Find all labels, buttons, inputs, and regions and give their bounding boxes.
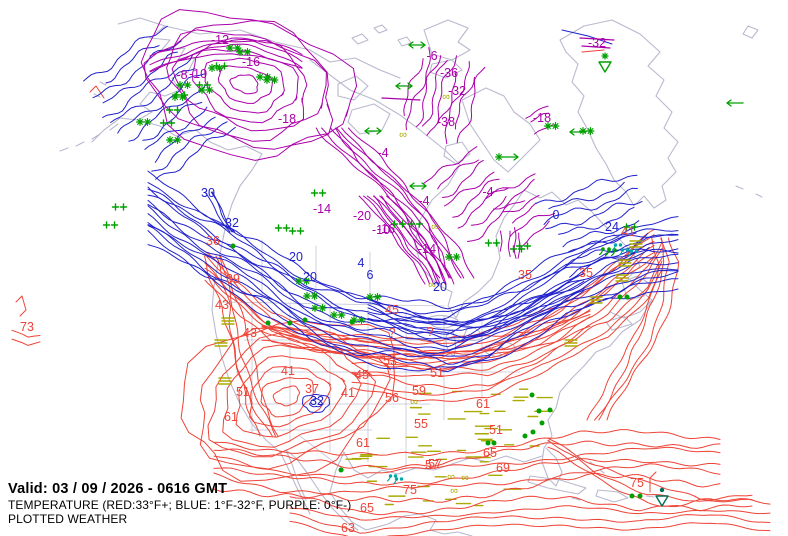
svg-text:∞: ∞ — [447, 471, 455, 483]
svg-text:43: 43 — [243, 326, 257, 340]
svg-text:-32: -32 — [448, 84, 466, 98]
svg-text:41: 41 — [621, 225, 635, 239]
svg-text:-18: -18 — [533, 111, 551, 125]
svg-text:75: 75 — [630, 476, 644, 490]
svg-text:61: 61 — [476, 397, 490, 411]
svg-text:35: 35 — [579, 266, 593, 280]
svg-text:51: 51 — [430, 366, 444, 380]
svg-text:-10: -10 — [189, 67, 207, 81]
svg-text:∞: ∞ — [442, 91, 450, 103]
svg-text:-32: -32 — [588, 36, 606, 50]
svg-text:-6: -6 — [426, 49, 437, 63]
svg-text:4: 4 — [358, 256, 365, 270]
svg-text:-38: -38 — [437, 115, 455, 129]
svg-text:20: 20 — [303, 270, 317, 284]
svg-text:45: 45 — [385, 303, 399, 317]
svg-text:43: 43 — [215, 298, 229, 312]
svg-text:53: 53 — [383, 354, 397, 368]
svg-text:?: ? — [388, 325, 395, 340]
svg-text:61: 61 — [224, 410, 238, 424]
svg-text:-14: -14 — [313, 202, 331, 216]
plotted-weather-label: PLOTTED WEATHER — [8, 512, 128, 526]
svg-text:20: 20 — [433, 280, 447, 294]
temperature-legend: TEMPERATURE (RED:33°F+; BLUE: 1°F-32°F, … — [8, 498, 352, 512]
svg-text:-20: -20 — [353, 209, 371, 223]
svg-text:32: 32 — [225, 216, 239, 230]
svg-text:41: 41 — [281, 364, 295, 378]
svg-text:69: 69 — [496, 461, 510, 475]
svg-text:35: 35 — [518, 268, 532, 282]
svg-text:51: 51 — [236, 385, 250, 399]
station-symbols-layer: ∞∞∞∞∞∞ ∞∞?? — [102, 41, 744, 507]
map-footer: Valid: 03 / 09 / 2026 - 0616 GMT TEMPERA… — [8, 481, 351, 526]
svg-text:57: 57 — [428, 457, 442, 471]
svg-text:-18: -18 — [278, 112, 296, 126]
svg-text:39: 39 — [226, 272, 240, 286]
svg-text:∞: ∞ — [428, 279, 436, 291]
svg-text:65: 65 — [360, 501, 374, 515]
svg-text:73: 73 — [20, 320, 34, 334]
svg-text:20: 20 — [289, 250, 303, 264]
svg-text:-4: -4 — [377, 146, 388, 160]
svg-text:-10: -10 — [372, 223, 390, 237]
svg-text:32: 32 — [310, 394, 324, 408]
svg-text:∞: ∞ — [431, 221, 439, 233]
svg-text:∞: ∞ — [461, 472, 469, 484]
svg-text:-4: -4 — [418, 194, 429, 208]
svg-text:-8: -8 — [176, 68, 187, 82]
svg-text:?: ? — [426, 324, 433, 339]
isotherm-labels-layer: -12-16-8 -10-18-6-36-32-38-32-14-4-4-16-1… — [20, 33, 644, 535]
svg-text:63: 63 — [341, 521, 355, 535]
svg-text:-16: -16 — [242, 55, 260, 69]
svg-text:55: 55 — [414, 417, 428, 431]
valid-timestamp: Valid: 03 / 09 / 2026 - 0616 GMT — [8, 481, 228, 497]
svg-text:∞: ∞ — [399, 129, 407, 141]
cold-isotherms-layer — [83, 25, 679, 413]
svg-text:56: 56 — [385, 391, 399, 405]
svg-text:37: 37 — [305, 382, 319, 396]
svg-text:-14: -14 — [418, 242, 436, 256]
svg-text:-36: -36 — [440, 66, 458, 80]
svg-text:0: 0 — [553, 208, 560, 222]
svg-text:6: 6 — [367, 268, 374, 282]
svg-text:65: 65 — [483, 446, 497, 460]
svg-text:-4: -4 — [482, 185, 493, 199]
arctic-isotherms-layer — [140, 9, 615, 285]
svg-text:61: 61 — [356, 436, 370, 450]
svg-text:41: 41 — [341, 386, 355, 400]
svg-text:51: 51 — [489, 423, 503, 437]
warm-isotherms-layer — [11, 49, 771, 536]
svg-text:75: 75 — [403, 483, 417, 497]
svg-text:∞: ∞ — [450, 485, 458, 497]
svg-text:57: 57 — [425, 458, 439, 472]
haze-layer — [345, 388, 554, 507]
svg-text:-12: -12 — [211, 33, 229, 47]
svg-text:59: 59 — [412, 384, 426, 398]
svg-text:24: 24 — [605, 220, 619, 234]
svg-text:30: 30 — [201, 186, 215, 200]
svg-text:∞: ∞ — [410, 396, 418, 408]
svg-text:-16: -16 — [377, 222, 395, 236]
svg-text:45: 45 — [355, 368, 369, 382]
svg-text:36: 36 — [206, 234, 220, 248]
